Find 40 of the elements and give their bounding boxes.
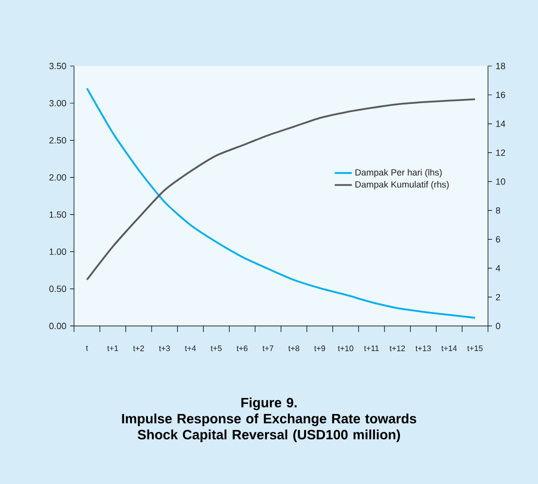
x-tick-label: t+8 [288, 346, 300, 352]
x-tick-label: t+12 [390, 346, 405, 352]
text: Figure 9. [241, 398, 297, 410]
line-series [86, 98, 476, 281]
y2-tick-label: 14 [496, 120, 506, 127]
legend-label: Dampak Per hari (lhs) [355, 168, 442, 178]
x-tick-label: t+9 [314, 346, 326, 352]
y-tick-label: 0.00 [49, 322, 66, 330]
y-tick-label: 2.00 [49, 174, 66, 181]
x-tick-label: t+15 [467, 346, 483, 352]
x-tick-label: t+11 [364, 346, 379, 352]
y2-tick-label: 10 [496, 178, 506, 185]
x-tick-label: t+4 [184, 346, 196, 352]
y-tick-label: 3.00 [49, 100, 66, 106]
y2-tick-label: 18 [496, 62, 506, 70]
text: Impulse Response of Exchange Rate towards Shock Capital Reversal (USD100 million) [122, 414, 416, 442]
y-tick-label: 3.50 [49, 62, 66, 70]
y2-tick-label: 6 [496, 236, 500, 243]
y2-tick-label: 2 [496, 294, 500, 300]
x-tick-label: t+10 [338, 346, 354, 352]
y-tick-label: 1.50 [50, 211, 66, 218]
x-tick-label: t+3 [159, 346, 170, 352]
x-tick-label: t+6 [236, 346, 248, 352]
y-tick-label: 0.50 [49, 286, 66, 292]
y-tick-label: 1.00 [50, 248, 66, 255]
legend-label: Dampak Kumulatif (rhs) [355, 181, 449, 190]
y2-tick-label: 8 [496, 207, 500, 214]
x-tick-label: t+1 [107, 346, 118, 352]
y2-tick-label: 0 [496, 322, 500, 330]
x-tick-label: t+5 [210, 346, 222, 352]
y2-tick-label: 16 [496, 92, 506, 98]
y-tick-label: 2.50 [49, 137, 66, 144]
x-tick-label: t+13 [416, 346, 431, 352]
x-tick-label: t+7 [262, 346, 274, 352]
y2-tick-label: 4 [496, 265, 500, 272]
x-tick-label: t+2 [133, 346, 144, 352]
x-tick-label: t+14 [441, 346, 457, 352]
x-tick-label: t [86, 346, 88, 351]
y2-tick-label: 12 [496, 150, 506, 156]
line-series [86, 87, 476, 319]
